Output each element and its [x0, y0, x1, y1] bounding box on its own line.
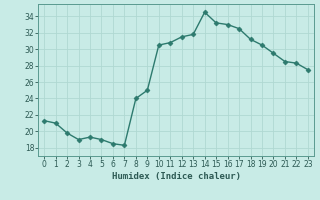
X-axis label: Humidex (Indice chaleur): Humidex (Indice chaleur): [111, 172, 241, 181]
